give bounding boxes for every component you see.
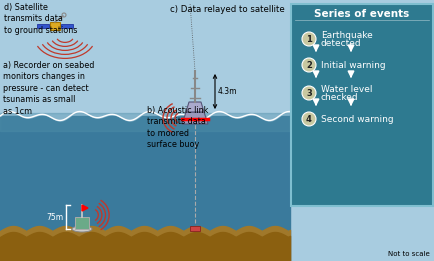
Bar xyxy=(0,116,289,261)
Bar xyxy=(61,24,73,28)
Text: a) Recorder on seabed
monitors changes in
pressure - can detect
tsunamis as smal: a) Recorder on seabed monitors changes i… xyxy=(3,61,94,116)
Text: 3: 3 xyxy=(306,88,311,98)
Text: 1: 1 xyxy=(306,34,311,44)
Text: Not to scale: Not to scale xyxy=(388,251,429,257)
Bar xyxy=(0,113,289,131)
Text: d) Satellite
transmits data
to ground stations: d) Satellite transmits data to ground st… xyxy=(4,3,77,35)
Bar xyxy=(50,22,60,30)
Text: c) Data relayed to satellite: c) Data relayed to satellite xyxy=(170,4,284,14)
Text: Water level: Water level xyxy=(320,85,372,93)
Text: 2: 2 xyxy=(306,61,311,69)
Circle shape xyxy=(301,86,315,100)
Text: 4.3m: 4.3m xyxy=(217,87,237,96)
Text: Earthquake: Earthquake xyxy=(320,31,372,39)
Text: Initial warning: Initial warning xyxy=(320,61,385,69)
Circle shape xyxy=(301,58,315,72)
Text: b) Acoustic link
transmits data
to moored
surface buoy: b) Acoustic link transmits data to moore… xyxy=(147,106,208,149)
Text: 75m: 75m xyxy=(46,212,63,222)
Bar xyxy=(190,226,200,231)
Text: detected: detected xyxy=(320,39,361,48)
Bar xyxy=(75,217,89,229)
Bar xyxy=(37,24,49,28)
FancyBboxPatch shape xyxy=(290,4,432,206)
Polygon shape xyxy=(82,205,88,211)
Polygon shape xyxy=(181,112,207,124)
Text: checked: checked xyxy=(320,92,358,102)
Circle shape xyxy=(301,112,315,126)
Polygon shape xyxy=(186,102,204,112)
Text: 4: 4 xyxy=(306,115,311,123)
Text: Series of events: Series of events xyxy=(314,9,409,19)
Text: Second warning: Second warning xyxy=(320,115,393,123)
Ellipse shape xyxy=(72,226,92,232)
Circle shape xyxy=(301,32,315,46)
